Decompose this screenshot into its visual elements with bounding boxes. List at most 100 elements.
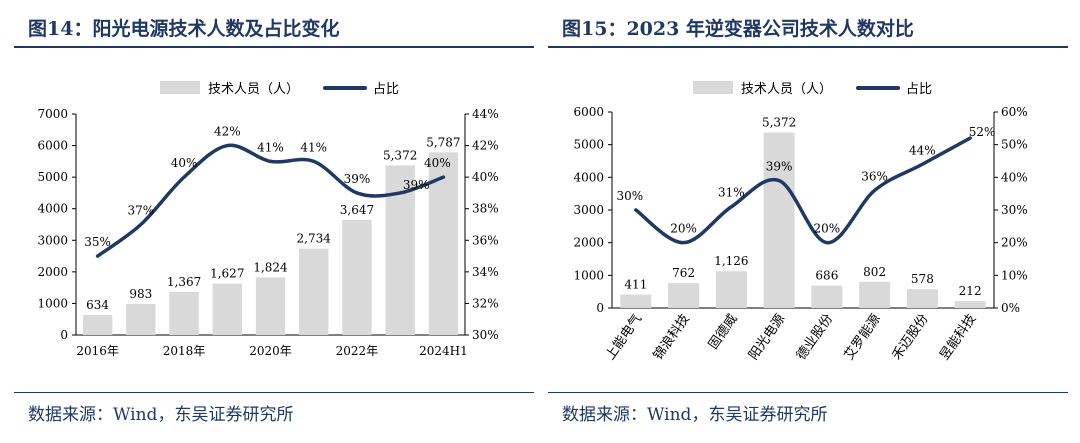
bar-value-label: 1,367 <box>167 275 201 289</box>
x-tick-label: 2024H1 <box>419 344 468 358</box>
bar-value-label: 5,787 <box>426 135 460 149</box>
legend-line-label: 占比 <box>906 82 932 97</box>
right-y-tick-label: 50% <box>1001 138 1028 152</box>
bar-value-label: 5,372 <box>383 148 417 162</box>
right-y-tick-label: 30% <box>1001 203 1028 217</box>
right-y-tick-label: 30% <box>472 328 499 342</box>
bar-艾罗能源 <box>859 281 891 308</box>
bar-value-label: 802 <box>863 265 886 279</box>
bar-2017 <box>126 303 156 335</box>
line-value-label: 36% <box>861 169 888 183</box>
left-y-tick-label: 7000 <box>37 107 68 121</box>
title-divider <box>14 46 534 48</box>
left-y-tick-label: 5000 <box>37 170 68 184</box>
right-y-tick-label: 0% <box>1001 301 1020 315</box>
x-tick-label: 昱能科技 <box>937 312 979 363</box>
bar-2020年 <box>255 277 286 335</box>
left-y-tick-label: 3000 <box>573 203 604 217</box>
right-y-tick-label: 20% <box>1001 236 1028 250</box>
legend-bar-swatch <box>693 81 733 94</box>
chart-company-comparison: 技术人员（人） 占比 0 1000 2000 3000 4000 5000 6000 0% 10% 2… <box>573 81 1028 363</box>
share-line <box>95 143 446 258</box>
legend-line-label: 占比 <box>373 82 399 97</box>
line-value-label: 30% <box>617 189 644 203</box>
bar-德业股份 <box>811 285 843 308</box>
line-value-label: 44% <box>909 143 936 157</box>
bar-锦浪科技 <box>668 283 700 308</box>
line-value-label: 42% <box>214 125 241 139</box>
line-value-label: 20% <box>670 222 697 236</box>
x-tick-label: 阳光电源 <box>746 312 788 363</box>
x-tick-label: 锦浪科技 <box>651 312 693 363</box>
bar-value-label: 1,824 <box>253 260 288 274</box>
data-source: 数据来源：Wind，东吴证券研究所 <box>28 405 294 425</box>
x-tick-label: 2020年 <box>249 344 292 358</box>
right-y-tick-label: 40% <box>1001 170 1028 184</box>
bar-固德威 <box>715 271 747 308</box>
bar-value-label: 3,647 <box>340 203 374 217</box>
bar-2019 <box>212 283 242 335</box>
left-y-tick-label: 0 <box>60 328 68 342</box>
left-y-tick-label: 5000 <box>573 138 604 152</box>
right-y-tick-label: 40% <box>472 170 499 184</box>
right-y-tick-label: 34% <box>472 265 499 279</box>
line-value-label: 40% <box>424 156 451 170</box>
bar-禾迈股份 <box>906 289 938 308</box>
line-value-label: 52% <box>969 125 996 139</box>
bar-value-label: 762 <box>672 266 695 280</box>
left-y-tick-label: 2000 <box>37 265 68 279</box>
legend-bar-label: 技术人员（人） <box>741 82 832 97</box>
right-y-tick-label: 10% <box>1001 268 1028 282</box>
bar-2016年 <box>82 314 113 335</box>
line-value-label: 40% <box>171 156 198 170</box>
x-tick-label: 艾罗能源 <box>842 312 884 363</box>
bar-value-label: 2,734 <box>297 232 332 246</box>
figure-title: 图14：阳光电源技术人数及占比变化 <box>28 18 340 40</box>
figure-14-panel: 图14：阳光电源技术人数及占比变化 技术人员（人） 占比 0 1000 2000 3000… <box>14 0 534 443</box>
line-value-label: 39% <box>403 178 430 192</box>
right-y-tick-label: 38% <box>472 202 499 216</box>
line-value-label: 41% <box>257 140 284 154</box>
bar-昱能科技 <box>954 301 986 308</box>
left-y-tick-label: 0 <box>596 301 604 315</box>
x-tick-label: 2018年 <box>163 344 206 358</box>
bar-value-label: 686 <box>815 269 838 283</box>
right-y-tick-label: 36% <box>472 233 499 247</box>
line-value-label: 20% <box>814 222 841 236</box>
line-value-label: 39% <box>344 172 371 186</box>
left-y-tick-label: 4000 <box>37 202 68 216</box>
bar-2021 <box>299 248 329 335</box>
bar-value-label: 411 <box>624 278 647 292</box>
line-value-label: 37% <box>127 204 154 218</box>
right-y-tick-label: 42% <box>472 139 499 153</box>
x-tick-label: 固德威 <box>706 312 741 353</box>
right-y-tick-label: 44% <box>472 107 499 121</box>
legend-bar-swatch <box>160 81 200 94</box>
share-line <box>634 136 972 245</box>
right-y-tick-label: 32% <box>472 296 499 310</box>
x-tick-label: 上能电气 <box>602 311 645 363</box>
bar-value-label: 212 <box>959 284 982 298</box>
line-value-label: 41% <box>300 140 327 154</box>
legend-bar-label: 技术人员（人） <box>208 82 299 97</box>
chart-tech-staff-trend: 技术人员（人） 占比 0 1000 2000 3000 4000 5000 6000 7000 30… <box>37 81 499 358</box>
x-tick-label: 禾迈股份 <box>890 312 932 363</box>
bar-2018年 <box>169 291 199 335</box>
bar-阳光电源 <box>763 132 795 308</box>
left-y-tick-label: 1000 <box>37 296 68 310</box>
left-y-tick-label: 6000 <box>573 105 604 119</box>
data-source: 数据来源：Wind，东吴证券研究所 <box>562 405 828 425</box>
line-value-label: 39% <box>766 160 793 174</box>
left-y-tick-label: 3000 <box>37 233 68 247</box>
bar-value-label: 983 <box>129 287 152 301</box>
right-y-tick-label: 60% <box>1001 105 1028 119</box>
bar-value-label: 5,372 <box>762 116 796 130</box>
left-y-tick-label: 2000 <box>573 236 604 250</box>
left-y-tick-label: 1000 <box>573 268 604 282</box>
x-tick-label: 2016年 <box>76 344 119 358</box>
x-tick-label: 德业股份 <box>794 312 836 363</box>
figure-title: 图15：2023 年逆变器公司技术人数对比 <box>562 18 914 40</box>
bar-value-label: 1,627 <box>210 267 244 281</box>
source-divider <box>14 392 534 393</box>
source-divider <box>548 392 1068 393</box>
